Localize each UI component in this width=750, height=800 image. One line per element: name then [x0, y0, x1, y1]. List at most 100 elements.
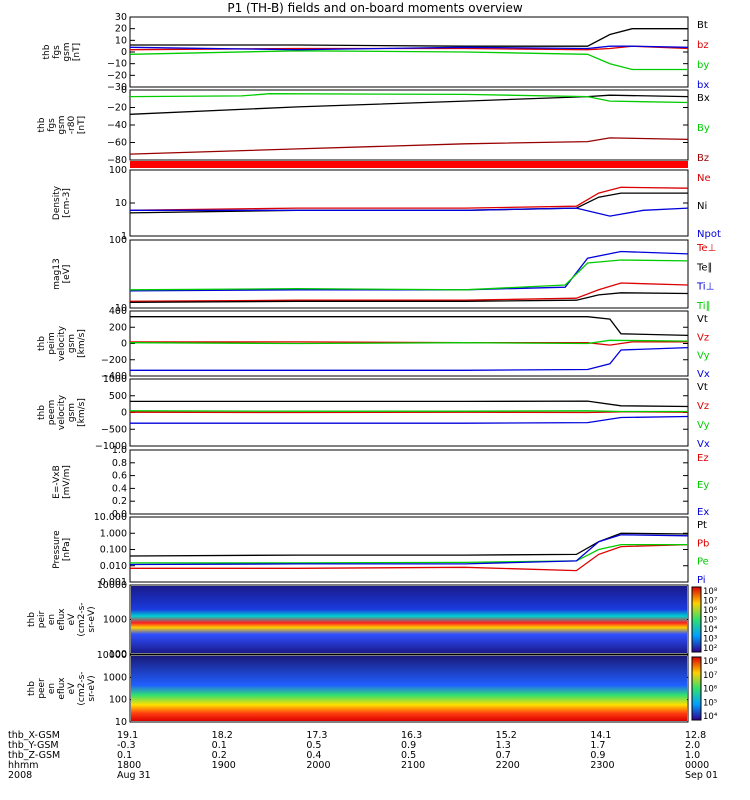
y-tick-label: 0.001	[100, 577, 127, 588]
legend-entry: Vx	[697, 439, 710, 450]
x-axis-value: 14.1	[590, 730, 611, 741]
x-axis-value: 1900	[212, 760, 236, 771]
x-axis-value: 0.9	[590, 750, 605, 761]
y-tick-label: −10	[107, 59, 127, 70]
y-axis-label: [eV]	[62, 265, 72, 284]
series-line-Bt	[130, 28, 688, 47]
y-tick-label: 10000	[97, 650, 127, 661]
legend-entry: Npot	[697, 229, 721, 240]
x-axis-value: 0.1	[212, 740, 227, 751]
x-axis-value: 2000	[306, 760, 330, 771]
y-axis-label: (cm2-s-	[77, 602, 87, 636]
y-tick-label: 10000	[97, 580, 127, 591]
colorbar	[691, 656, 702, 721]
y-tick-label: 0.6	[112, 471, 127, 482]
y-axis-label: [cm-3]	[62, 188, 72, 218]
y-axis-label: velocity	[57, 394, 67, 430]
y-tick-label: 1.0	[112, 445, 127, 456]
y-tick-label: 0.010	[100, 561, 127, 572]
series-line-By	[129, 93, 689, 104]
legend-entry: Ex	[697, 507, 709, 518]
y-tick-label: 1	[121, 231, 127, 242]
y-axis-label: Density	[52, 185, 62, 220]
y-axis-label: fgs	[52, 45, 62, 59]
y-axis-label: thb	[37, 405, 47, 420]
colorbar-label: 10⁴	[703, 625, 718, 635]
y-tick-label: 0.8	[112, 458, 127, 469]
y-tick-label: 1.000	[100, 528, 127, 539]
y-tick-label: 400	[109, 306, 127, 317]
y-tick-label: −1000	[95, 441, 127, 452]
series-line-Vt	[130, 400, 689, 408]
y-tick-label: 1000	[103, 672, 127, 683]
panel-4: mag13 [eV] 100 10 Te⊥ Te∥ Ti⊥ Ti∥	[52, 235, 716, 314]
y-tick-label: 0.0	[112, 509, 127, 520]
x-axis-row-label: thb_Z-GSM	[8, 750, 60, 761]
x-axis-value: 1.3	[496, 740, 511, 751]
legend-entry: Bx	[697, 93, 710, 104]
y-axis-label: gsm	[67, 403, 77, 422]
panel-frame	[129, 169, 689, 237]
series-line-Pb	[130, 543, 689, 572]
y-axis-label: (cm2-s-	[77, 671, 87, 705]
legend-entry: bx	[697, 80, 709, 91]
series-line-Ti⊥	[129, 250, 689, 292]
series-line-Pe	[130, 543, 688, 564]
series-line-Npot	[130, 207, 689, 217]
colorbar-label: 10²	[703, 644, 717, 654]
x-axis-value: 18.2	[212, 730, 233, 741]
y-tick-label: 100	[109, 649, 127, 660]
series-line-Bx	[129, 94, 689, 115]
y-axis-label: thb	[37, 117, 47, 132]
y-tick-label: 10	[115, 717, 127, 728]
series-line-Vx	[130, 415, 689, 424]
y-tick-label: 500	[109, 391, 127, 402]
spectrogram-image	[131, 656, 687, 721]
y-axis-label: gsm	[62, 42, 72, 61]
panel-5: thb peim velocity gsm [km/s] 400 200 0 −200 −400 V…	[37, 306, 710, 382]
series-line-Te⊥	[129, 282, 689, 302]
panel-frame	[129, 654, 689, 723]
colorbar-label: 10⁴	[703, 712, 718, 722]
colorbar	[691, 586, 702, 653]
y-axis-label: eV	[67, 613, 77, 626]
x-axis-value: 15.2	[496, 730, 517, 741]
panel-6: thb peem velocity gsm [km/s] 1000 500 0 −500 −100…	[37, 374, 710, 452]
x-axis-value: 0.2	[212, 750, 227, 761]
x-axis-value: 0000	[685, 760, 709, 771]
y-axis-label: Pressure	[52, 530, 62, 569]
y-tick-label: 10	[115, 198, 127, 209]
series-line-bx	[129, 45, 689, 51]
x-axis-value: 16.3	[401, 730, 422, 741]
legend-entry: Ez	[697, 453, 709, 464]
x-axis-value: 0.1	[117, 750, 132, 761]
y-tick-label: 0	[121, 339, 127, 350]
legend-entry: Ne	[697, 173, 711, 184]
y-tick-label: 10	[115, 303, 127, 314]
y-axis-label: en	[47, 683, 57, 694]
legend-entry: Te⊥	[696, 243, 716, 254]
legend-entry: Te∥	[696, 262, 713, 273]
y-axis-label: en	[47, 614, 57, 625]
y-axis-label: mag13	[52, 258, 62, 289]
y-axis-label: E=-VxB	[52, 465, 62, 499]
legend-entry: By	[697, 123, 710, 134]
x-axis-row-label: 2008	[8, 770, 32, 781]
colorbar-label: 10⁵	[703, 698, 717, 708]
colorbar-label: 10⁷	[703, 597, 718, 607]
series-line-Vz	[130, 341, 688, 346]
x-axis-value: 1800	[117, 760, 141, 771]
y-axis-label: [nT]	[77, 116, 87, 134]
legend-entry: by	[697, 60, 709, 71]
y-axis-label: [mV/m]	[62, 465, 72, 499]
y-tick-label: 0.100	[100, 545, 127, 556]
x-axis-value: 2.0	[685, 740, 700, 751]
y-axis-label: [nPa]	[62, 538, 72, 561]
x-axis-value: 1.7	[590, 740, 605, 751]
series-line-Vt	[130, 316, 689, 337]
y-axis-label: eflux	[57, 608, 67, 631]
x-axis-value: 19.1	[117, 730, 138, 741]
y-axis-label: [km/s]	[77, 329, 87, 358]
y-tick-label: 0	[121, 408, 127, 419]
x-axis-value: 0.5	[401, 750, 416, 761]
